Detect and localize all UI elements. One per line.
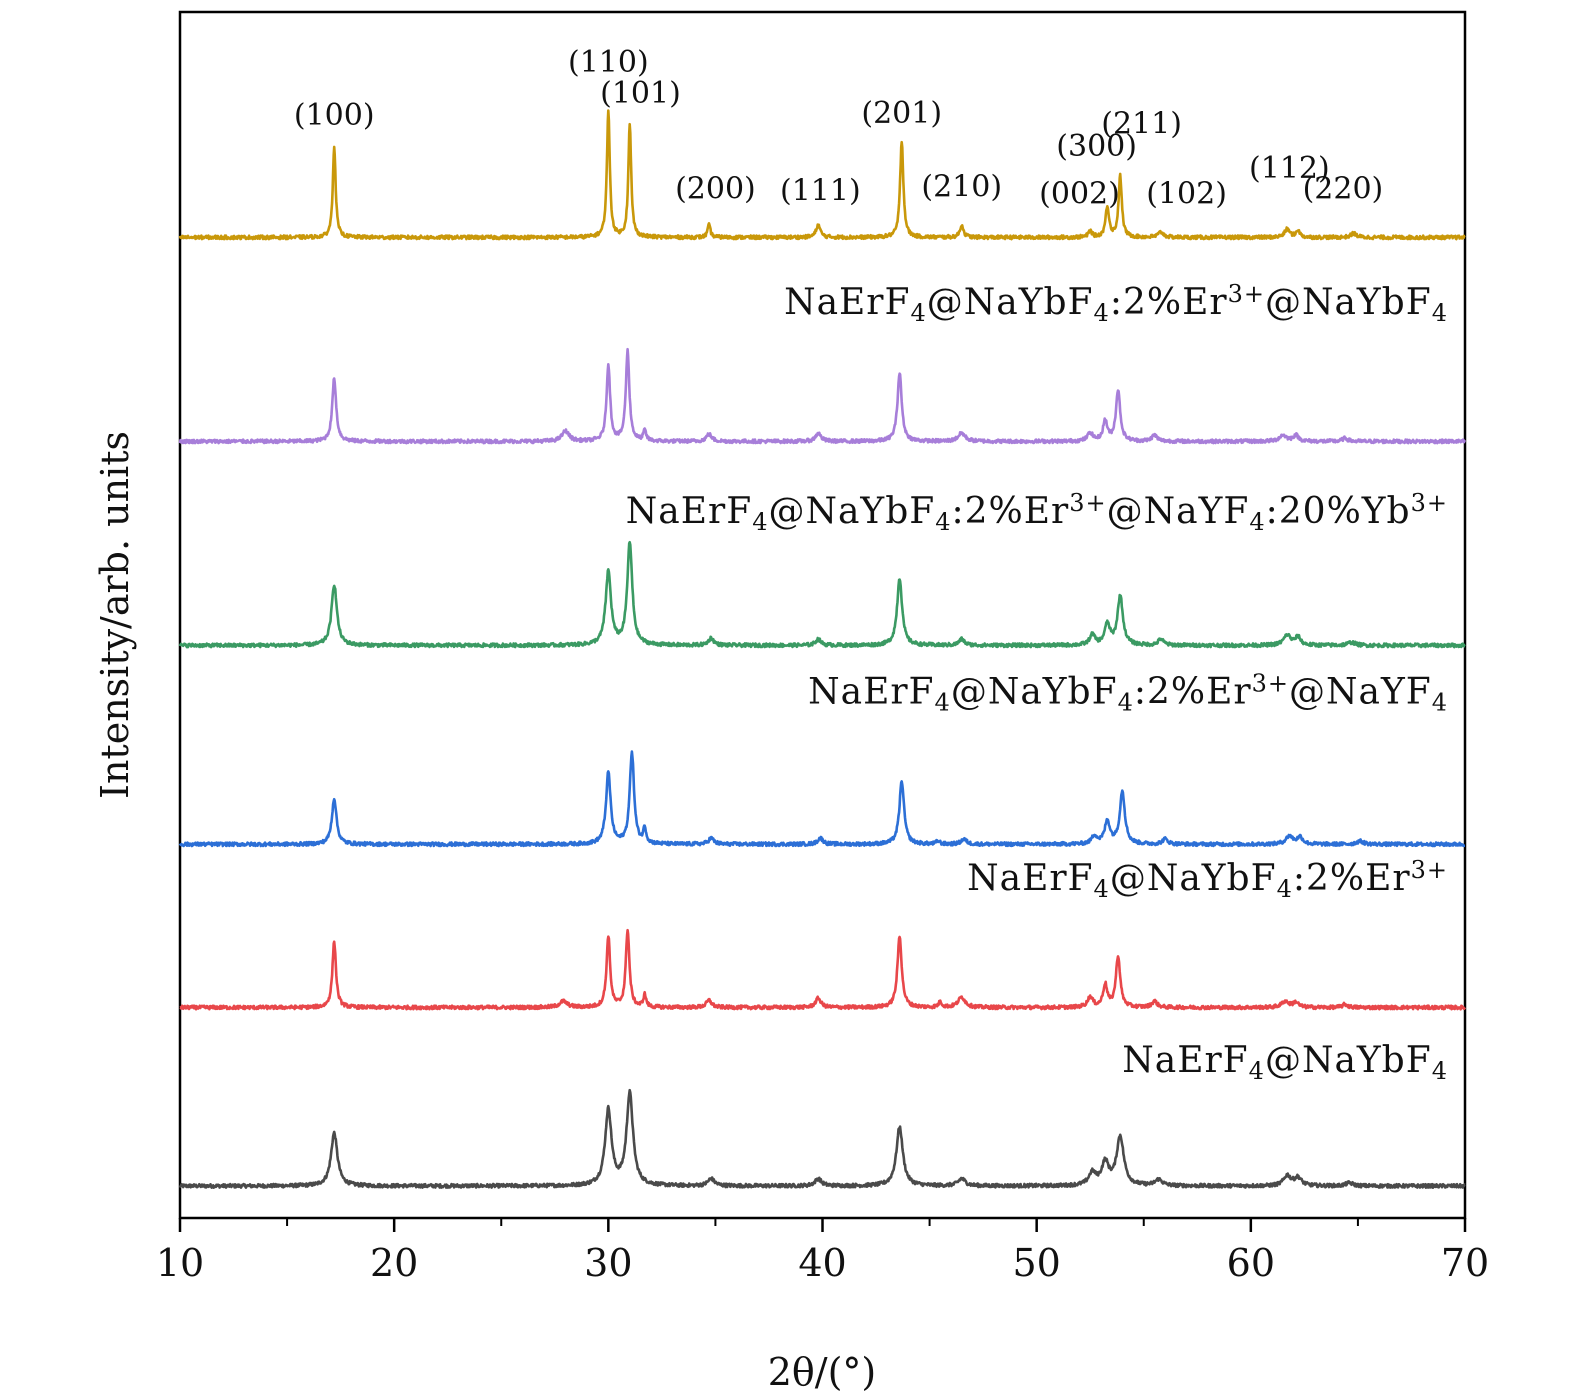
series-traces — [178, 109, 1467, 1189]
peak-label-12: (220) — [1303, 172, 1384, 207]
x-tick-label: 70 — [1441, 1241, 1489, 1285]
peak-label-5: (201) — [861, 96, 942, 131]
x-tick-label: 10 — [156, 1241, 204, 1285]
peak-label-10: (102) — [1146, 177, 1227, 212]
x-axis-ticks: 10 20 30 40 50 60 70 — [156, 1218, 1489, 1285]
series-label-5: NaErF4:0.5%Tm3+@NaYbF4:2%Er3+@NaYF4 — [602, 0, 1448, 6]
peak-labels: (100) (110)(101) (200) (111) (201) (210) (300)… — [294, 45, 1383, 212]
y-axis-title: Intensity/arb. units — [93, 431, 137, 799]
peak-label-11: (112) — [1249, 151, 1330, 186]
series-label-4: NaErF4@NaYbF4:2%Er3+@NaYbF4 — [784, 280, 1448, 327]
peak-label-2: (101) — [600, 76, 681, 111]
x-tick-label: 60 — [1227, 1241, 1275, 1285]
series-line-2 — [178, 750, 1466, 848]
x-tick-label: 20 — [370, 1241, 418, 1285]
series-label-0: NaErF4@NaYbF4 — [1122, 1040, 1448, 1085]
peak-label-0: (100) — [294, 98, 375, 133]
peak-label-4: (111) — [780, 174, 861, 209]
x-tick-label: 30 — [584, 1241, 632, 1285]
x-tick-label: 50 — [1012, 1241, 1060, 1285]
peak-label-1: (110) — [568, 45, 649, 80]
x-axis-title: 2θ/(°) — [768, 1350, 877, 1394]
series-line-5 — [178, 109, 1466, 241]
peak-label-8: (002) — [1039, 177, 1120, 212]
series-line-0 — [178, 1088, 1466, 1189]
series-label-1: NaErF4@NaYbF4:2%Er3+ — [967, 856, 1448, 903]
x-tick-label: 40 — [798, 1241, 846, 1285]
series-label-2: NaErF4@NaYbF4:2%Er3+@NaYF4 — [808, 670, 1448, 717]
series-line-1 — [179, 928, 1467, 1011]
peak-label-6: (210) — [921, 170, 1002, 205]
peak-label-3: (200) — [675, 172, 756, 207]
series-label-3: NaErF4@NaYbF4:2%Er3+@NaYF4:20%Yb3+ — [626, 489, 1448, 536]
series-labels: NaErF4@NaYbF4 NaErF4@NaYbF4:2%Er3+ NaErF4@… — [602, 0, 1448, 1085]
peak-label-9: (211) — [1101, 106, 1182, 141]
series-line-3 — [178, 540, 1466, 649]
series-line-4 — [178, 347, 1467, 445]
peak-label-7: (300) — [1056, 129, 1137, 164]
